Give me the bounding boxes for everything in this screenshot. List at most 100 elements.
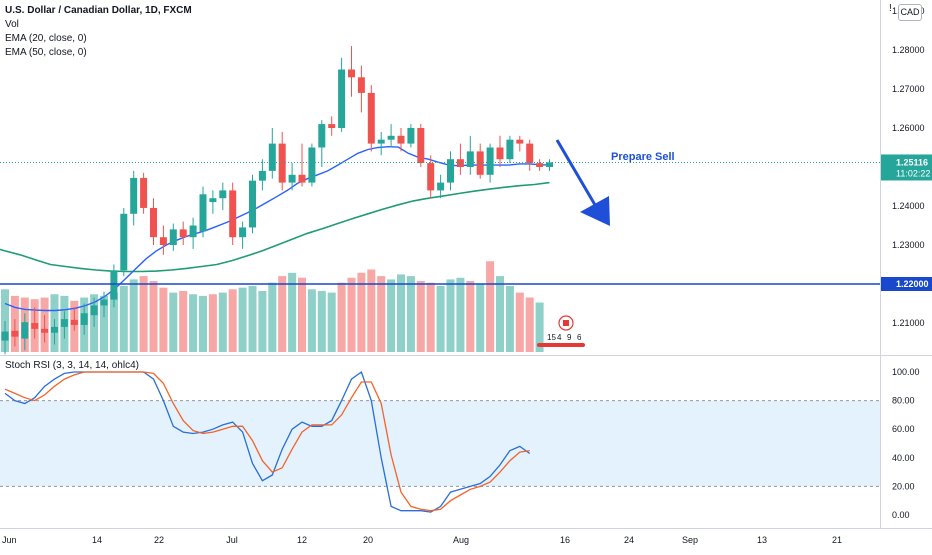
candle-body <box>249 180 256 228</box>
candle <box>150 198 157 245</box>
candle-body <box>199 194 207 232</box>
candle-body <box>90 305 98 316</box>
current-price-badge <box>881 154 932 181</box>
event-flag-strip <box>537 343 585 347</box>
event-count-label: 6 <box>577 333 582 342</box>
candle-body <box>516 139 524 144</box>
candle-body <box>169 229 177 245</box>
candle-body <box>60 319 68 327</box>
volume-bar <box>238 287 247 352</box>
candle <box>60 311 68 339</box>
candle <box>219 182 227 210</box>
candle <box>486 143 494 183</box>
candle-body <box>179 229 187 238</box>
candle <box>130 170 138 226</box>
sell-arrow-head <box>580 196 610 226</box>
candle <box>288 163 296 191</box>
candle-body <box>219 190 227 199</box>
candle <box>189 217 197 249</box>
candle-body <box>447 159 454 183</box>
volume-bar <box>486 261 495 352</box>
candle-body <box>377 139 385 144</box>
candle-body <box>229 190 237 238</box>
candle <box>476 143 484 179</box>
volume-bar <box>100 295 108 352</box>
candle-body <box>110 270 118 300</box>
candle <box>298 143 306 187</box>
stoch-rsi-label: Stoch RSI (3, 3, 14, 14, ohlc4) <box>5 360 139 371</box>
candle <box>199 186 207 238</box>
candle-body <box>31 323 39 329</box>
candle-body <box>466 151 474 167</box>
candle <box>159 225 167 255</box>
candle <box>258 159 266 191</box>
candle <box>447 151 454 191</box>
candle <box>427 155 435 199</box>
candle <box>239 221 247 249</box>
rsi-tick-label: 20.00 <box>892 481 915 491</box>
candle-body <box>11 330 19 337</box>
candle <box>1 321 9 355</box>
candle <box>506 135 514 164</box>
candle <box>278 131 286 191</box>
info-icon[interactable]: ! <box>889 3 892 14</box>
volume-bar <box>159 287 168 352</box>
candle-body <box>130 177 138 214</box>
event-count-label: 4 <box>557 333 562 342</box>
candle <box>209 190 217 214</box>
candle <box>11 319 19 347</box>
candle-body <box>70 319 78 325</box>
volume-bar <box>337 282 346 352</box>
candle-body <box>159 237 167 245</box>
candle-body <box>506 139 514 160</box>
x-tick-label: 22 <box>154 535 164 545</box>
candle <box>407 124 415 148</box>
level-badge-text: 1.22000 <box>896 279 929 289</box>
candle <box>90 297 98 327</box>
ema50-line <box>0 181 550 273</box>
candle <box>526 139 534 171</box>
x-tick-label: Jun <box>2 535 17 545</box>
event-count-label: 9 <box>567 333 572 342</box>
candle-body <box>278 143 286 183</box>
x-tick-label: 20 <box>363 535 373 545</box>
candle-body <box>476 151 484 175</box>
volume-bar <box>535 302 544 352</box>
candle <box>377 131 385 156</box>
volume-bar <box>298 277 306 352</box>
currency-button[interactable]: CAD <box>898 4 922 21</box>
volume-bar <box>327 292 336 352</box>
candle <box>229 182 237 245</box>
event-markers: 15 4 9 6 <box>537 315 585 347</box>
volume-bar <box>426 282 435 352</box>
volume-bar <box>288 272 297 352</box>
candle-body <box>427 163 435 191</box>
volume-bar <box>397 274 405 352</box>
level-badge <box>881 277 932 291</box>
candle <box>417 124 425 167</box>
volume-bar <box>456 277 465 352</box>
candle-body <box>21 322 29 339</box>
rsi-band <box>0 400 880 487</box>
x-tick-label: 12 <box>297 535 307 545</box>
candle <box>308 143 316 187</box>
candle <box>179 221 187 245</box>
candle <box>249 174 256 234</box>
x-tick-label: 14 <box>92 535 102 545</box>
volume-bar <box>218 292 227 352</box>
candle-body <box>456 159 464 167</box>
candle <box>466 135 474 175</box>
price-tick-label: 1.24000 <box>892 201 925 211</box>
volume-bar <box>109 292 118 352</box>
candle <box>338 57 346 132</box>
volume-bar <box>129 279 138 352</box>
symbol-title: U.S. Dollar / Canadian Dollar, 1D, FXCM <box>5 5 192 16</box>
candle-body <box>417 128 425 164</box>
price-tick-label: 1.27000 <box>892 84 925 94</box>
rsi-tick-label: 60.00 <box>892 424 915 434</box>
candle-body <box>407 128 415 144</box>
candle <box>80 303 88 335</box>
volume-bar <box>228 289 237 352</box>
canada-flag-fill <box>563 320 569 326</box>
volume-bar <box>436 286 445 352</box>
